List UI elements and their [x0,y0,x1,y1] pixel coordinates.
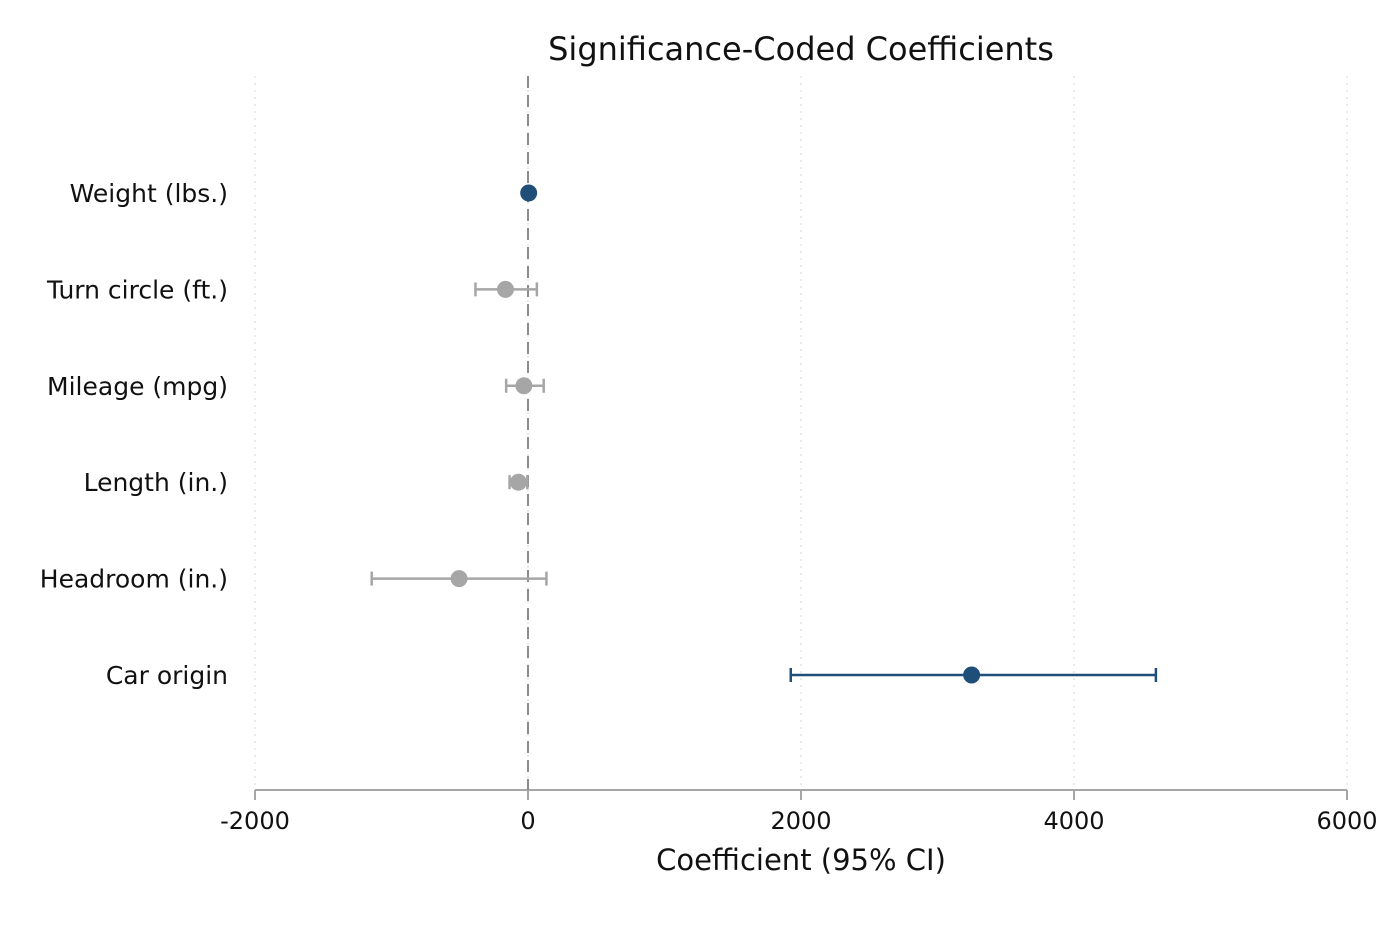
coefficient-markers [370,184,1158,684]
x-tick-label: 0 [520,807,535,835]
x-axis: -2000 0 2000 4000 6000 [220,789,1378,835]
y-tick-label: Length (in.) [84,468,228,497]
x-axis-label: Coefficient (95% CI) [656,843,946,877]
coefficient-point [515,377,533,395]
y-tick-label: Weight (lbs.) [70,179,228,208]
coefficient-point [520,184,538,202]
chart-title: Significance-Coded Coefficients [548,30,1054,68]
x-tick-label: 4000 [1043,807,1104,835]
y-tick-label: Car origin [106,661,228,690]
coefficient-point [963,666,981,684]
coefficient-point [450,570,468,588]
y-tick-label: Headroom (in.) [40,565,228,594]
coefficient-point [496,280,514,298]
y-tick-label: Mileage (mpg) [47,372,228,401]
y-tick-label: Turn circle (ft.) [46,275,228,304]
y-tick-labels: Weight (lbs.) Turn circle (ft.) Mileage (m… [40,179,228,690]
x-tick-label: 2000 [770,807,831,835]
x-tick-label: 6000 [1316,807,1377,835]
grid-lines [254,76,1348,790]
coefficient-point [509,473,527,491]
x-tick-label: -2000 [220,807,290,835]
